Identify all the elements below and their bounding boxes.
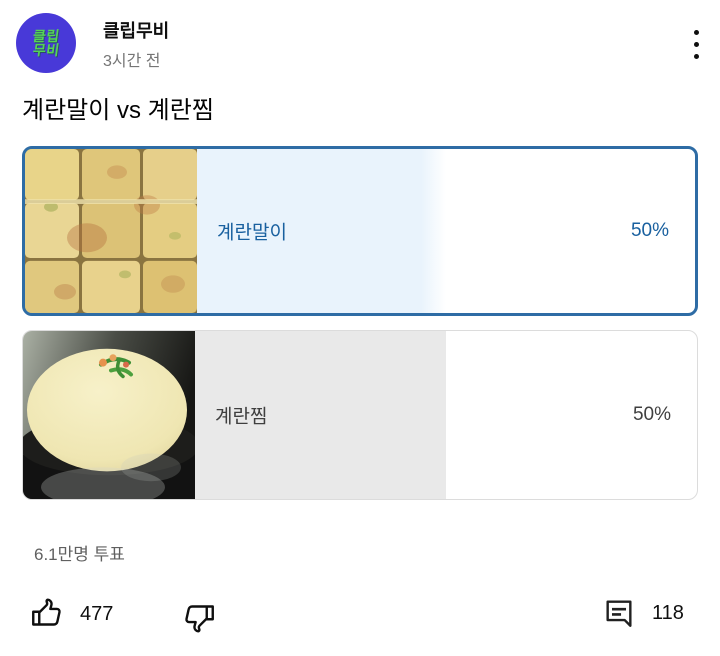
vote-count: 6.1만명 투표 [34, 545, 125, 564]
kebab-menu-icon[interactable] [678, 22, 714, 66]
gyeran-mari-photo [25, 149, 197, 313]
action-bar: 477 118 [0, 596, 720, 640]
comment-count: 118 [652, 601, 684, 624]
poll-bar-track: 계란찜 50% [195, 331, 697, 499]
post-timestamp[interactable]: 3시간 전 [103, 53, 161, 70]
poll-option-label: 계란찜 [215, 406, 268, 428]
dislike-button[interactable] [182, 599, 218, 635]
comment-button[interactable]: 118 [602, 596, 684, 630]
comment-icon [602, 596, 636, 630]
post-header: 클립 무비 클립무비 3시간 전 [0, 0, 720, 86]
poll-bar-fill [195, 331, 446, 499]
channel-name[interactable]: 클립무비 [103, 21, 170, 41]
avatar-logo-line2: 무비 [31, 42, 61, 58]
channel-avatar[interactable]: 클립 무비 [16, 13, 76, 73]
thumbs-down-icon [182, 599, 218, 635]
poll-bar-fill [197, 149, 446, 313]
like-button[interactable]: 477 [28, 596, 113, 632]
poll-bar-track: 계란말이 50% [197, 149, 695, 313]
like-count: 477 [80, 602, 114, 625]
poll-option-percent: 50% [632, 404, 671, 425]
poll-option-percent: 50% [630, 220, 669, 241]
thumbs-up-icon [28, 596, 64, 632]
poll-option-gyeranjjim[interactable]: 계란찜 50% [22, 330, 698, 500]
gyeran-jjim-photo [23, 331, 195, 499]
poll-title: 계란말이 vs 계란찜 [22, 97, 214, 124]
poll-option-label: 계란말이 [217, 222, 287, 244]
poll-option-gyeranmari[interactable]: 계란말이 50% [22, 146, 698, 316]
avatar-logo-line1: 클립 [31, 28, 61, 44]
